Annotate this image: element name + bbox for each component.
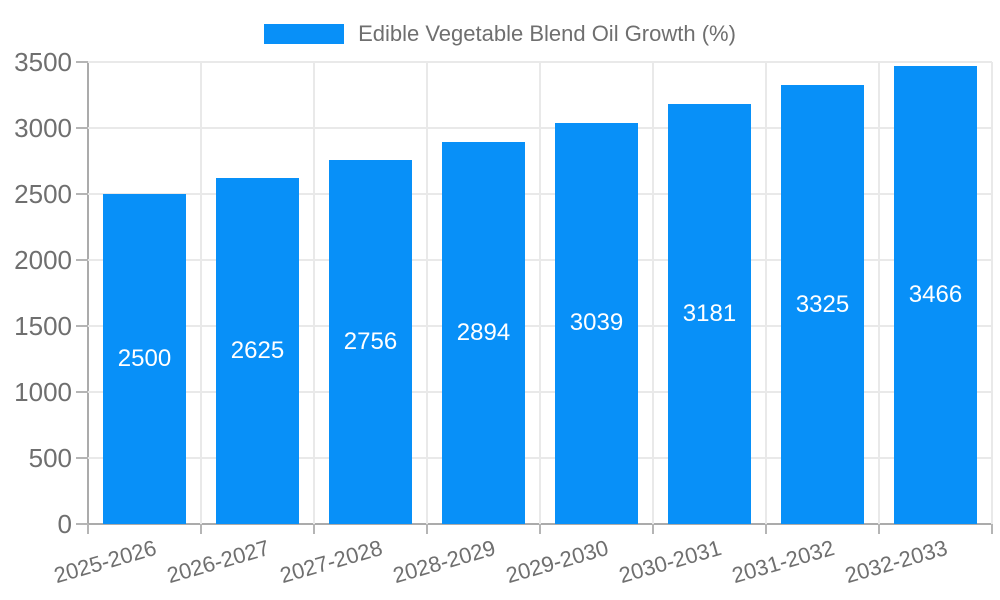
y-tick <box>76 193 88 195</box>
x-tick <box>878 524 880 534</box>
x-gridline <box>426 62 428 524</box>
x-tick <box>87 524 89 534</box>
bar-value-label: 2625 <box>230 336 285 364</box>
y-axis-line <box>87 62 89 525</box>
x-tick <box>426 524 428 534</box>
x-gridline <box>539 62 541 524</box>
y-tick <box>76 325 88 327</box>
y-axis-tick-label: 2000 <box>14 245 72 275</box>
x-tick <box>200 524 202 534</box>
legend-item[interactable]: Edible Vegetable Blend Oil Growth (%) <box>264 21 736 47</box>
x-axis-tick-label: 2032-2033 <box>842 535 951 589</box>
bar-value-label: 3181 <box>682 300 737 328</box>
bar-2029-2030[interactable]: 3039 <box>555 122 638 524</box>
x-gridline <box>991 62 993 524</box>
bar-value-label: 2500 <box>117 345 172 372</box>
x-axis-tick-label: 2026-2027 <box>164 535 273 589</box>
y-tick <box>76 391 88 393</box>
legend-swatch <box>264 24 345 44</box>
y-tick <box>76 259 88 261</box>
y-axis-tick-label: 2500 <box>14 179 72 209</box>
y-tick <box>76 457 88 459</box>
x-tick <box>539 524 541 534</box>
bar-value-label: 3325 <box>795 290 850 318</box>
x-gridline <box>765 62 767 524</box>
x-gridline <box>313 62 315 524</box>
y-axis-tick-label: 0 <box>57 509 72 539</box>
bar-2027-2028[interactable]: 2756 <box>329 160 412 524</box>
y-tick <box>76 523 88 525</box>
bar-2028-2029[interactable]: 2894 <box>442 141 525 524</box>
bar-2026-2027[interactable]: 2625 <box>216 177 299 524</box>
x-gridline <box>652 62 654 524</box>
y-tick <box>76 127 88 129</box>
y-axis-tick-label: 1500 <box>14 311 72 341</box>
bar-value-label: 3466 <box>908 281 963 309</box>
y-axis-tick-label: 3500 <box>14 47 72 77</box>
bar-value-label: 2894 <box>456 318 511 346</box>
legend: Edible Vegetable Blend Oil Growth (%) <box>0 21 1000 47</box>
x-axis-tick-label: 2025-2026 <box>51 535 160 589</box>
y-axis-tick-label: 1000 <box>14 377 72 407</box>
plot-area: 2500 2625 2756 2894 3039 3181 3325 3466 <box>88 61 993 524</box>
bar-2032-2033[interactable]: 3466 <box>894 66 977 524</box>
bar-value-label: 2756 <box>343 328 398 356</box>
y-axis-tick-label: 500 <box>28 443 72 473</box>
y-axis-tick-label: 3000 <box>14 113 72 143</box>
x-axis-tick-label: 2028-2029 <box>390 535 499 589</box>
x-axis-tick-label: 2031-2032 <box>729 535 838 589</box>
bar-2031-2032[interactable]: 3325 <box>781 85 864 524</box>
bar-value-label: 3039 <box>569 309 624 337</box>
x-axis-tick-label: 2029-2030 <box>503 535 612 589</box>
x-tick <box>765 524 767 534</box>
x-axis-tick-label: 2027-2028 <box>277 535 386 589</box>
bar-2030-2031[interactable]: 3181 <box>668 104 751 524</box>
x-tick <box>991 524 993 534</box>
x-tick <box>652 524 654 534</box>
x-gridline <box>200 62 202 524</box>
legend-label: Edible Vegetable Blend Oil Growth (%) <box>358 21 736 46</box>
x-gridline <box>878 62 880 524</box>
y-tick <box>76 61 88 63</box>
x-axis-tick-label: 2030-2031 <box>616 535 725 589</box>
x-tick <box>313 524 315 534</box>
bar-2025-2026[interactable]: 2500 <box>103 194 186 524</box>
